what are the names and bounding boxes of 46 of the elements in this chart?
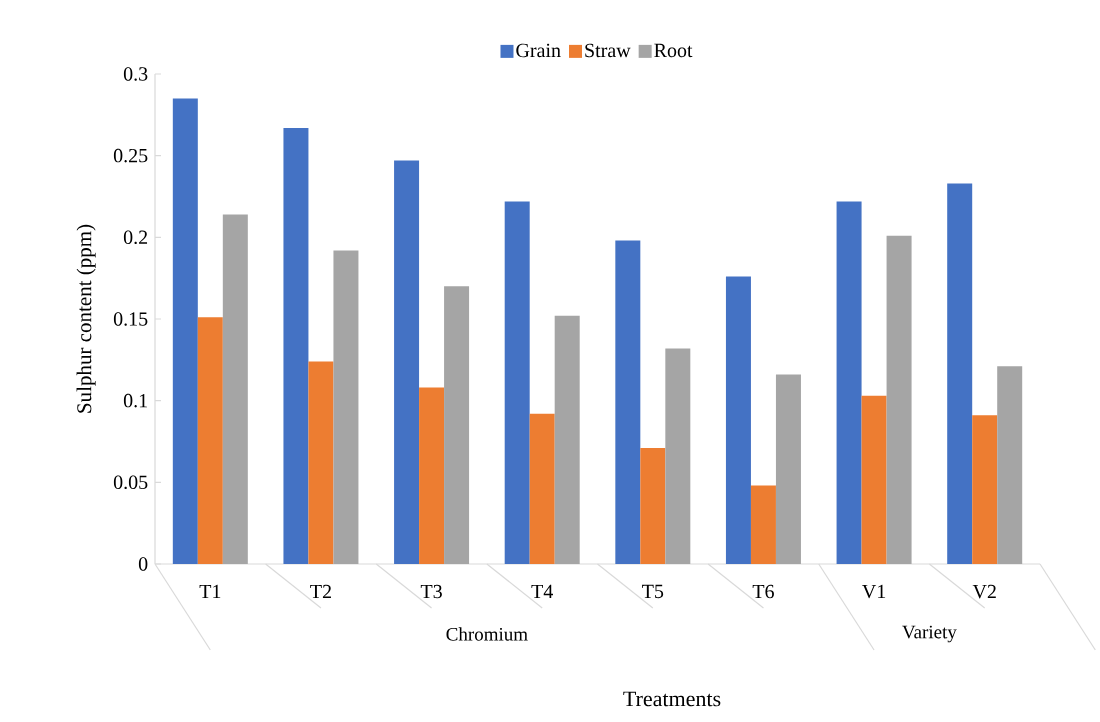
- bar: [504, 201, 530, 564]
- legend-label: Grain: [516, 43, 561, 58]
- x-tick-label: V1: [862, 584, 886, 599]
- bar: [283, 127, 309, 564]
- bar: [308, 361, 334, 564]
- y-tick-label: 0.2: [123, 230, 148, 245]
- legend-label: Root: [654, 43, 693, 58]
- legend-label: Straw: [585, 43, 631, 58]
- bar: [725, 276, 751, 564]
- bar: [997, 366, 1023, 564]
- y-tick-label: 0.25: [113, 148, 148, 163]
- bar: [836, 201, 862, 564]
- bar: [861, 395, 887, 564]
- x-axis-title: Treatments: [623, 691, 721, 707]
- y-tick-label: 0.3: [123, 67, 148, 81]
- bar: [775, 374, 801, 564]
- bar: [444, 286, 470, 564]
- bar: [640, 448, 666, 564]
- x-tick-label: T6: [752, 584, 774, 599]
- bar: [172, 98, 198, 564]
- y-tick-label: 0.05: [113, 475, 148, 490]
- bar: [222, 214, 248, 564]
- bar: [947, 183, 973, 564]
- bar: [419, 387, 445, 564]
- text: Chromium: [446, 627, 528, 641]
- y-tick-label: 0.1: [123, 393, 147, 408]
- bar: [665, 348, 691, 564]
- bar: [394, 160, 420, 564]
- bar: [333, 250, 359, 564]
- y-tick-label: 0.15: [113, 312, 148, 326]
- bar: [750, 485, 776, 564]
- y-axis-title: Sulphur content (ppm): [76, 224, 96, 413]
- x-tick-label: T2: [310, 584, 331, 599]
- bar: [197, 317, 223, 564]
- x-tick-label: T5: [642, 584, 664, 599]
- x-tick-label: T1: [199, 584, 221, 599]
- x-tick-label: T3: [420, 584, 442, 599]
- text: Variety: [902, 625, 957, 643]
- bar: [529, 413, 555, 564]
- bar: [886, 235, 912, 564]
- y-tick-label: 0: [138, 557, 148, 571]
- bar: [972, 415, 998, 564]
- x-tick-label: T4: [531, 584, 553, 599]
- bar: [554, 315, 580, 564]
- bar: [615, 240, 641, 564]
- x-tick-label: V2: [972, 584, 996, 599]
